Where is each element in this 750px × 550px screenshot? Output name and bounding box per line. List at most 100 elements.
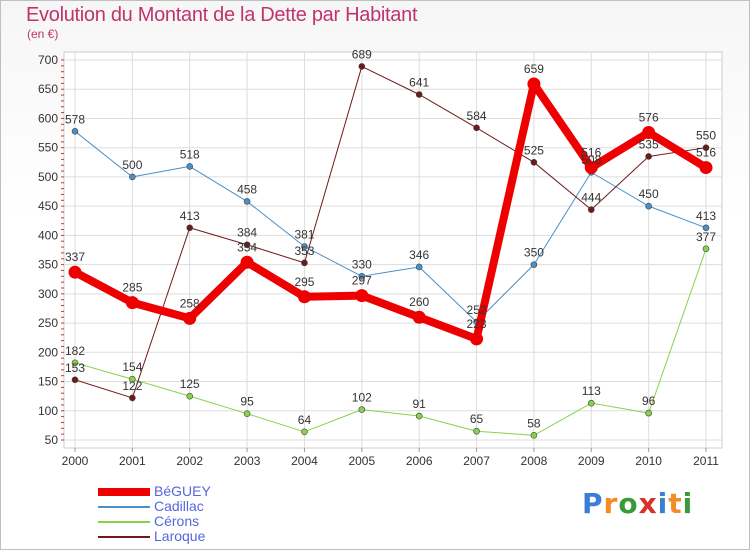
x-tick-label: 2010 xyxy=(635,454,662,468)
proxiti-logo: Proxiti xyxy=(582,487,693,520)
data-point xyxy=(243,198,251,205)
data-point xyxy=(301,428,308,436)
axis-layer: 7006506005505004504003503002502001501005… xyxy=(38,53,719,468)
data-point xyxy=(587,206,595,213)
data-point xyxy=(415,91,423,98)
data-label: 260 xyxy=(409,295,429,309)
data-point xyxy=(71,128,79,135)
legend-item: BéGUEY xyxy=(98,483,318,499)
data-label: 154 xyxy=(122,360,142,374)
logo-letter: x xyxy=(638,487,658,520)
data-label: 297 xyxy=(352,274,372,288)
data-label: 500 xyxy=(122,158,142,172)
data-point xyxy=(71,376,79,384)
legend: BéGUEY Cadillac Cérons Laroque xyxy=(98,483,318,544)
data-point xyxy=(186,163,194,170)
legend-item: Laroque xyxy=(98,528,318,544)
data-label: 91 xyxy=(413,397,427,411)
data-point xyxy=(645,409,652,417)
data-label: 516 xyxy=(696,146,716,160)
data-label: 102 xyxy=(352,391,372,405)
data-point xyxy=(68,265,82,279)
data-label: 377 xyxy=(696,230,716,244)
data-label: 353 xyxy=(294,244,314,258)
data-point xyxy=(186,224,194,232)
data-label: 413 xyxy=(180,209,200,223)
y-tick-label: 250 xyxy=(38,316,58,330)
x-tick-label: 2008 xyxy=(521,454,548,468)
data-point xyxy=(642,125,656,139)
data-point xyxy=(527,77,541,91)
data-point xyxy=(358,63,366,70)
series-line-crons xyxy=(74,248,707,436)
data-point xyxy=(243,410,251,417)
data-label: 113 xyxy=(582,384,601,398)
data-point xyxy=(297,290,311,304)
data-point xyxy=(473,124,480,132)
data-label: 518 xyxy=(180,147,200,161)
logo-letter: r xyxy=(603,487,619,520)
data-label: 223 xyxy=(467,317,487,331)
data-label: 65 xyxy=(470,412,484,426)
y-tick-label: 150 xyxy=(38,375,58,389)
data-point xyxy=(699,161,713,175)
data-label: 153 xyxy=(65,361,85,375)
data-point xyxy=(358,273,366,280)
series-line-laroque xyxy=(74,65,707,399)
data-point xyxy=(243,241,251,249)
grid-layer xyxy=(63,51,723,449)
data-label: 508 xyxy=(581,153,601,167)
y-tick-label: 100 xyxy=(38,404,58,418)
y-tick-label: 50 xyxy=(45,433,59,447)
logo-letter: o xyxy=(618,487,639,520)
data-label: 384 xyxy=(237,226,257,240)
series-line-bguey xyxy=(71,79,710,343)
data-point xyxy=(645,202,652,210)
data-point xyxy=(530,261,538,268)
data-label: 659 xyxy=(524,62,544,76)
data-point xyxy=(129,375,136,383)
data-point xyxy=(702,245,710,253)
data-label-layer: 337 285 258 354 295 297 260 223 659 516 576 516 578 5… xyxy=(65,47,716,430)
y-tick-label: 700 xyxy=(38,53,58,67)
data-label: 295 xyxy=(294,275,314,289)
legend-item: Cérons xyxy=(98,513,318,529)
logo-letter: i xyxy=(657,487,669,520)
data-label: 516 xyxy=(581,146,601,160)
legend-label: Laroque xyxy=(154,528,206,544)
data-point xyxy=(702,224,710,232)
data-label: 550 xyxy=(696,129,716,143)
data-label: 330 xyxy=(352,257,372,271)
x-tick-label: 2007 xyxy=(463,454,490,468)
legend-item: Cadillac xyxy=(98,498,318,514)
series-layer xyxy=(68,63,713,439)
data-label: 354 xyxy=(237,240,257,254)
logo-letter: i xyxy=(682,487,694,520)
data-point xyxy=(587,399,595,407)
data-label: 576 xyxy=(639,110,659,124)
data-point xyxy=(415,263,423,271)
data-label: 381 xyxy=(294,227,314,241)
y-tick-label: 650 xyxy=(38,82,58,96)
data-label: 450 xyxy=(639,187,659,201)
legend-label: Cérons xyxy=(154,513,200,529)
logo-letter: t xyxy=(668,487,683,520)
logo-letter: P xyxy=(582,487,604,520)
data-label: 252 xyxy=(467,303,487,317)
x-tick-label: 2002 xyxy=(176,454,203,468)
data-label: 125 xyxy=(180,377,200,391)
data-point xyxy=(125,296,139,310)
data-label: 413 xyxy=(696,209,716,223)
data-label: 58 xyxy=(527,416,541,430)
data-point xyxy=(473,427,480,435)
data-point xyxy=(645,153,652,160)
data-label: 525 xyxy=(524,143,544,157)
data-label: 535 xyxy=(639,137,659,151)
x-tick-label: 2006 xyxy=(406,454,433,468)
data-point xyxy=(530,432,538,439)
x-tick-label: 2011 xyxy=(693,454,719,468)
data-label: 346 xyxy=(409,248,429,262)
data-label: 285 xyxy=(122,281,142,295)
legend-label: BéGUEY xyxy=(154,483,211,499)
data-label: 182 xyxy=(65,344,85,358)
